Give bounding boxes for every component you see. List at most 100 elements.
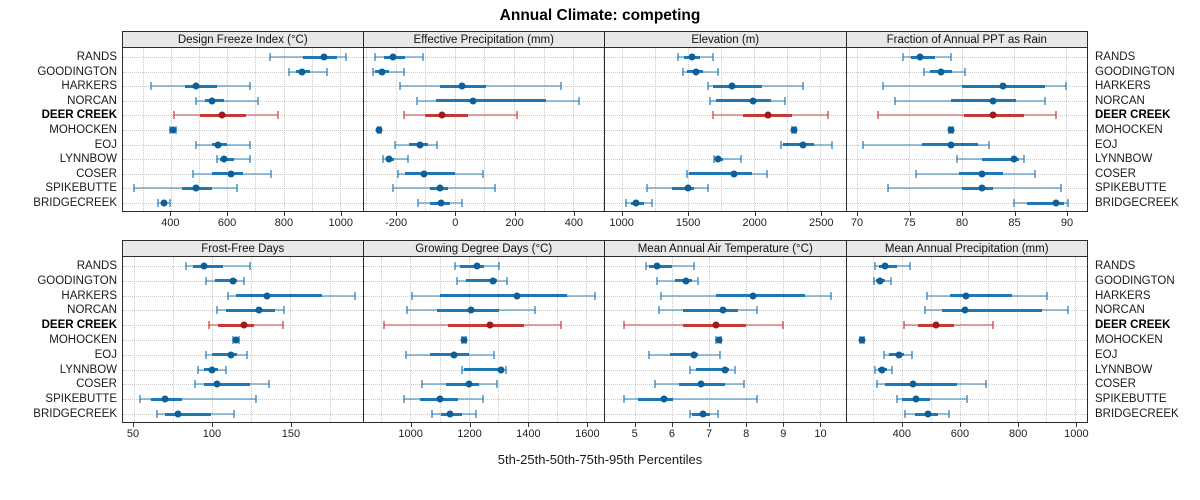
gridline — [988, 257, 990, 422]
whisker-cap — [195, 140, 198, 149]
axis-tick — [820, 423, 822, 427]
whisker-cap — [150, 82, 153, 91]
panel-elevation-m: Elevation (m) 1000 1500 2000 2500 — [604, 31, 847, 238]
axis-tick — [469, 423, 471, 427]
panel-header: Design Freeze Index (°C) — [122, 31, 364, 48]
median-dot — [214, 141, 222, 149]
interquartile-bar — [235, 294, 322, 298]
axis-tick — [754, 212, 756, 216]
median-dot — [378, 68, 386, 76]
gridline — [123, 340, 363, 341]
whisker-cap — [1065, 82, 1068, 91]
axis-tick-label: 10 — [814, 428, 827, 440]
whisker-cap — [926, 291, 929, 300]
x-axis: 1000 1200 1400 1600 — [364, 423, 606, 449]
panel-header: Effective Precipitation (mm) — [362, 31, 605, 48]
median-dot — [227, 351, 235, 359]
interquartile-bar — [447, 323, 524, 327]
interquartile-bar — [303, 55, 338, 59]
axis-tick-label: 150 — [281, 428, 301, 440]
whisker-cap — [624, 199, 627, 207]
gridline — [959, 257, 961, 422]
axis-tick — [901, 423, 903, 427]
median-dot — [160, 199, 168, 207]
gridline — [439, 257, 441, 422]
whisker-cap — [711, 111, 714, 120]
percentile-range — [623, 398, 757, 401]
whisker-cap — [765, 169, 768, 178]
median-dot — [218, 111, 226, 119]
whisker-cap — [711, 53, 714, 61]
whisker-cap — [397, 169, 400, 178]
median-dot — [450, 351, 458, 359]
gridline — [381, 257, 383, 422]
median-dot — [446, 410, 454, 418]
interquartile-bar — [682, 308, 739, 312]
whisker-cap — [890, 365, 893, 374]
gridline — [363, 57, 604, 58]
whisker-cap — [873, 365, 876, 374]
gridline — [123, 86, 363, 88]
whisker-cap — [248, 262, 251, 270]
whisker-cap — [233, 410, 236, 418]
axis-tick — [688, 212, 690, 216]
axis-tick-label: 800 — [1008, 428, 1028, 440]
gridline — [846, 384, 1087, 386]
whisker-cap — [417, 199, 420, 207]
median-dot — [721, 366, 729, 374]
median-dot — [497, 366, 505, 374]
axis-tick — [909, 212, 911, 216]
gridline — [687, 48, 689, 211]
median-dot — [489, 277, 497, 285]
whisker-cap — [909, 262, 912, 270]
whisker-cap — [651, 199, 654, 207]
station-label: LYNNBOW — [1095, 153, 1153, 166]
interquartile-bar — [215, 279, 238, 283]
axis-tick — [709, 423, 711, 427]
whisker-cap — [133, 184, 136, 193]
interquartile-bar — [430, 353, 470, 357]
axis-tick — [746, 423, 748, 427]
interquartile-bar — [961, 186, 993, 190]
axis-tick — [671, 423, 673, 427]
station-label: BRIDGECREEK — [1095, 408, 1179, 420]
station-label: SPIKEBUTTE — [1095, 182, 1167, 195]
whisker-cap — [655, 276, 658, 285]
panel-growing-degree-days-c: Growing Degree Days (°C) 1000 1200 1400 1600 — [362, 240, 606, 449]
whisker-cap — [681, 67, 684, 76]
gridline — [123, 57, 363, 58]
station-label: DEER CREEK — [41, 109, 117, 122]
panel-header: Fraction of Annual PPT as Rain — [845, 31, 1088, 48]
whisker-cap — [248, 140, 251, 149]
gridline — [605, 159, 846, 161]
axis-tick — [573, 212, 575, 216]
gridline — [846, 57, 1087, 58]
whisker-cap — [956, 155, 959, 164]
panels-row-0: Design Freeze Index (°C) 400 600 800 1000 Eff… — [122, 31, 1088, 238]
whisker-cap — [257, 96, 260, 105]
whisker-cap — [392, 184, 394, 193]
median-dot — [192, 184, 200, 192]
gridline — [557, 257, 559, 422]
whisker-cap — [963, 67, 966, 76]
panel-plot-area — [122, 257, 364, 423]
x-axis: 50 100 150 — [122, 423, 364, 449]
station-label: RANDS — [1095, 260, 1136, 272]
station-label: DEER CREEK — [41, 319, 117, 332]
gridline — [251, 257, 253, 422]
gridline — [605, 414, 846, 415]
whisker-cap — [192, 169, 195, 178]
gridline — [846, 203, 1087, 204]
median-dot — [790, 126, 798, 134]
panel-effective-precipitation-mm: Effective Precipitation (mm) -200 0 200 400 — [362, 31, 605, 238]
median-dot — [469, 97, 477, 105]
x-axis: 70 75 80 85 90 — [847, 212, 1089, 238]
interquartile-bar — [165, 412, 211, 416]
whisker-cap — [506, 276, 509, 285]
whisker-cap — [657, 306, 660, 315]
panel-header: Mean Annual Air Temperature (°C) — [604, 240, 847, 257]
whisker-cap — [922, 67, 925, 76]
axis-tick-label: 2500 — [808, 217, 834, 229]
gridline — [1013, 48, 1015, 211]
median-dot — [728, 82, 736, 90]
